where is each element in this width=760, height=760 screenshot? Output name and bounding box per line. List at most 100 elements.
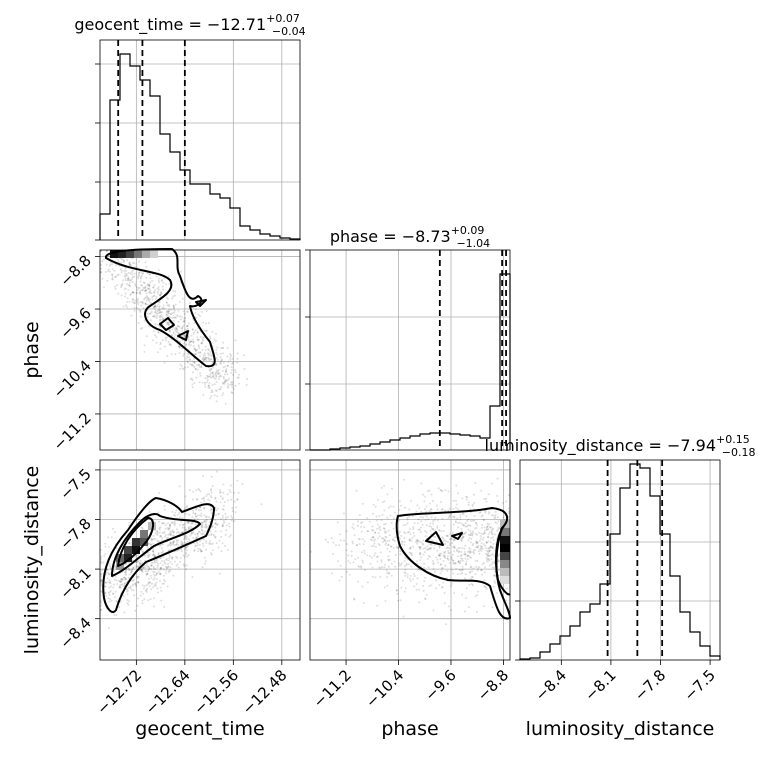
sample-point <box>455 484 458 487</box>
sample-point <box>225 518 227 521</box>
sample-point <box>461 497 464 500</box>
sample-point <box>214 519 217 522</box>
sample-point <box>152 315 154 318</box>
sample-point <box>196 514 199 517</box>
sample-point <box>442 560 445 562</box>
sample-point <box>490 514 493 517</box>
sample-point <box>209 530 212 533</box>
sample-point <box>209 370 212 373</box>
sample-point <box>199 506 202 509</box>
sample-point <box>433 519 436 521</box>
sample-point <box>125 570 128 572</box>
sample-point <box>453 539 456 542</box>
sample-point <box>226 383 229 385</box>
quantiles-geocent-time <box>117 40 186 240</box>
sample-point <box>390 574 393 577</box>
sample-point <box>176 328 178 331</box>
sample-point <box>157 331 160 334</box>
sample-point <box>216 523 219 526</box>
sample-point <box>199 351 202 354</box>
sample-point <box>494 533 496 536</box>
sample-point <box>173 336 176 339</box>
sample-point <box>394 511 396 514</box>
sample-point <box>477 550 480 553</box>
sample-point <box>129 294 132 296</box>
sample-point <box>144 566 147 569</box>
sample-point <box>154 305 157 308</box>
sample-point <box>127 276 130 279</box>
sample-point <box>167 341 170 343</box>
sample-point <box>467 554 470 557</box>
sample-point <box>232 373 235 376</box>
sample-point <box>436 508 439 511</box>
sample-point <box>150 539 153 541</box>
sample-point <box>493 574 496 577</box>
sample-point <box>131 569 134 572</box>
sample-point <box>336 521 339 524</box>
sample-point <box>231 383 233 386</box>
sample-point <box>488 547 491 550</box>
sample-point <box>156 530 159 533</box>
sample-point <box>162 318 165 321</box>
sample-point <box>452 562 455 564</box>
sample-point <box>187 538 190 541</box>
sample-point <box>175 528 178 531</box>
sample-point <box>447 517 450 519</box>
sample-point <box>193 548 196 551</box>
sample-point <box>490 532 493 535</box>
sample-point <box>136 292 139 294</box>
sample-point <box>141 527 144 530</box>
sample-point <box>140 569 143 572</box>
sample-point <box>465 587 468 590</box>
sample-point <box>468 547 471 549</box>
sample-point <box>191 328 194 331</box>
sample-point <box>413 585 416 588</box>
sample-point <box>171 297 174 300</box>
sample-point <box>203 329 206 332</box>
sample-point <box>204 383 206 386</box>
sample-point <box>109 582 112 585</box>
sample-point <box>195 353 198 355</box>
sample-point <box>339 564 342 567</box>
sample-point <box>360 565 363 568</box>
sample-point <box>183 335 186 338</box>
sample-point <box>181 523 184 526</box>
sample-point <box>119 600 122 603</box>
sample-point <box>139 293 142 296</box>
sample-point <box>164 565 167 568</box>
sample-point <box>403 537 406 540</box>
sample-point <box>208 516 210 519</box>
sample-point <box>136 576 139 578</box>
sample-point <box>468 606 471 608</box>
sample-point <box>168 557 171 560</box>
sample-point <box>165 557 168 560</box>
sample-point <box>406 576 409 579</box>
sample-point <box>508 515 510 518</box>
sample-point <box>457 551 460 554</box>
sample-point <box>432 522 434 525</box>
sample-point <box>386 493 389 496</box>
sample-point <box>494 581 497 584</box>
sample-point <box>201 533 204 536</box>
sample-point <box>402 478 405 481</box>
sample-point <box>185 357 188 360</box>
sample-point <box>122 259 125 261</box>
sample-point <box>222 346 225 349</box>
sample-point <box>218 375 221 378</box>
sample-point <box>152 567 155 570</box>
sample-point <box>439 557 442 560</box>
sample-point <box>188 343 191 346</box>
sample-point <box>215 514 218 516</box>
sample-point <box>168 330 171 333</box>
sample-point <box>130 293 132 296</box>
sample-point <box>189 340 192 343</box>
sample-point <box>184 328 187 331</box>
sample-point <box>152 295 155 298</box>
sample-point <box>387 558 390 561</box>
sample-point <box>485 556 488 559</box>
sample-point <box>159 311 162 314</box>
sample-point <box>215 348 218 351</box>
sample-point <box>493 580 496 583</box>
sample-point <box>155 295 158 298</box>
